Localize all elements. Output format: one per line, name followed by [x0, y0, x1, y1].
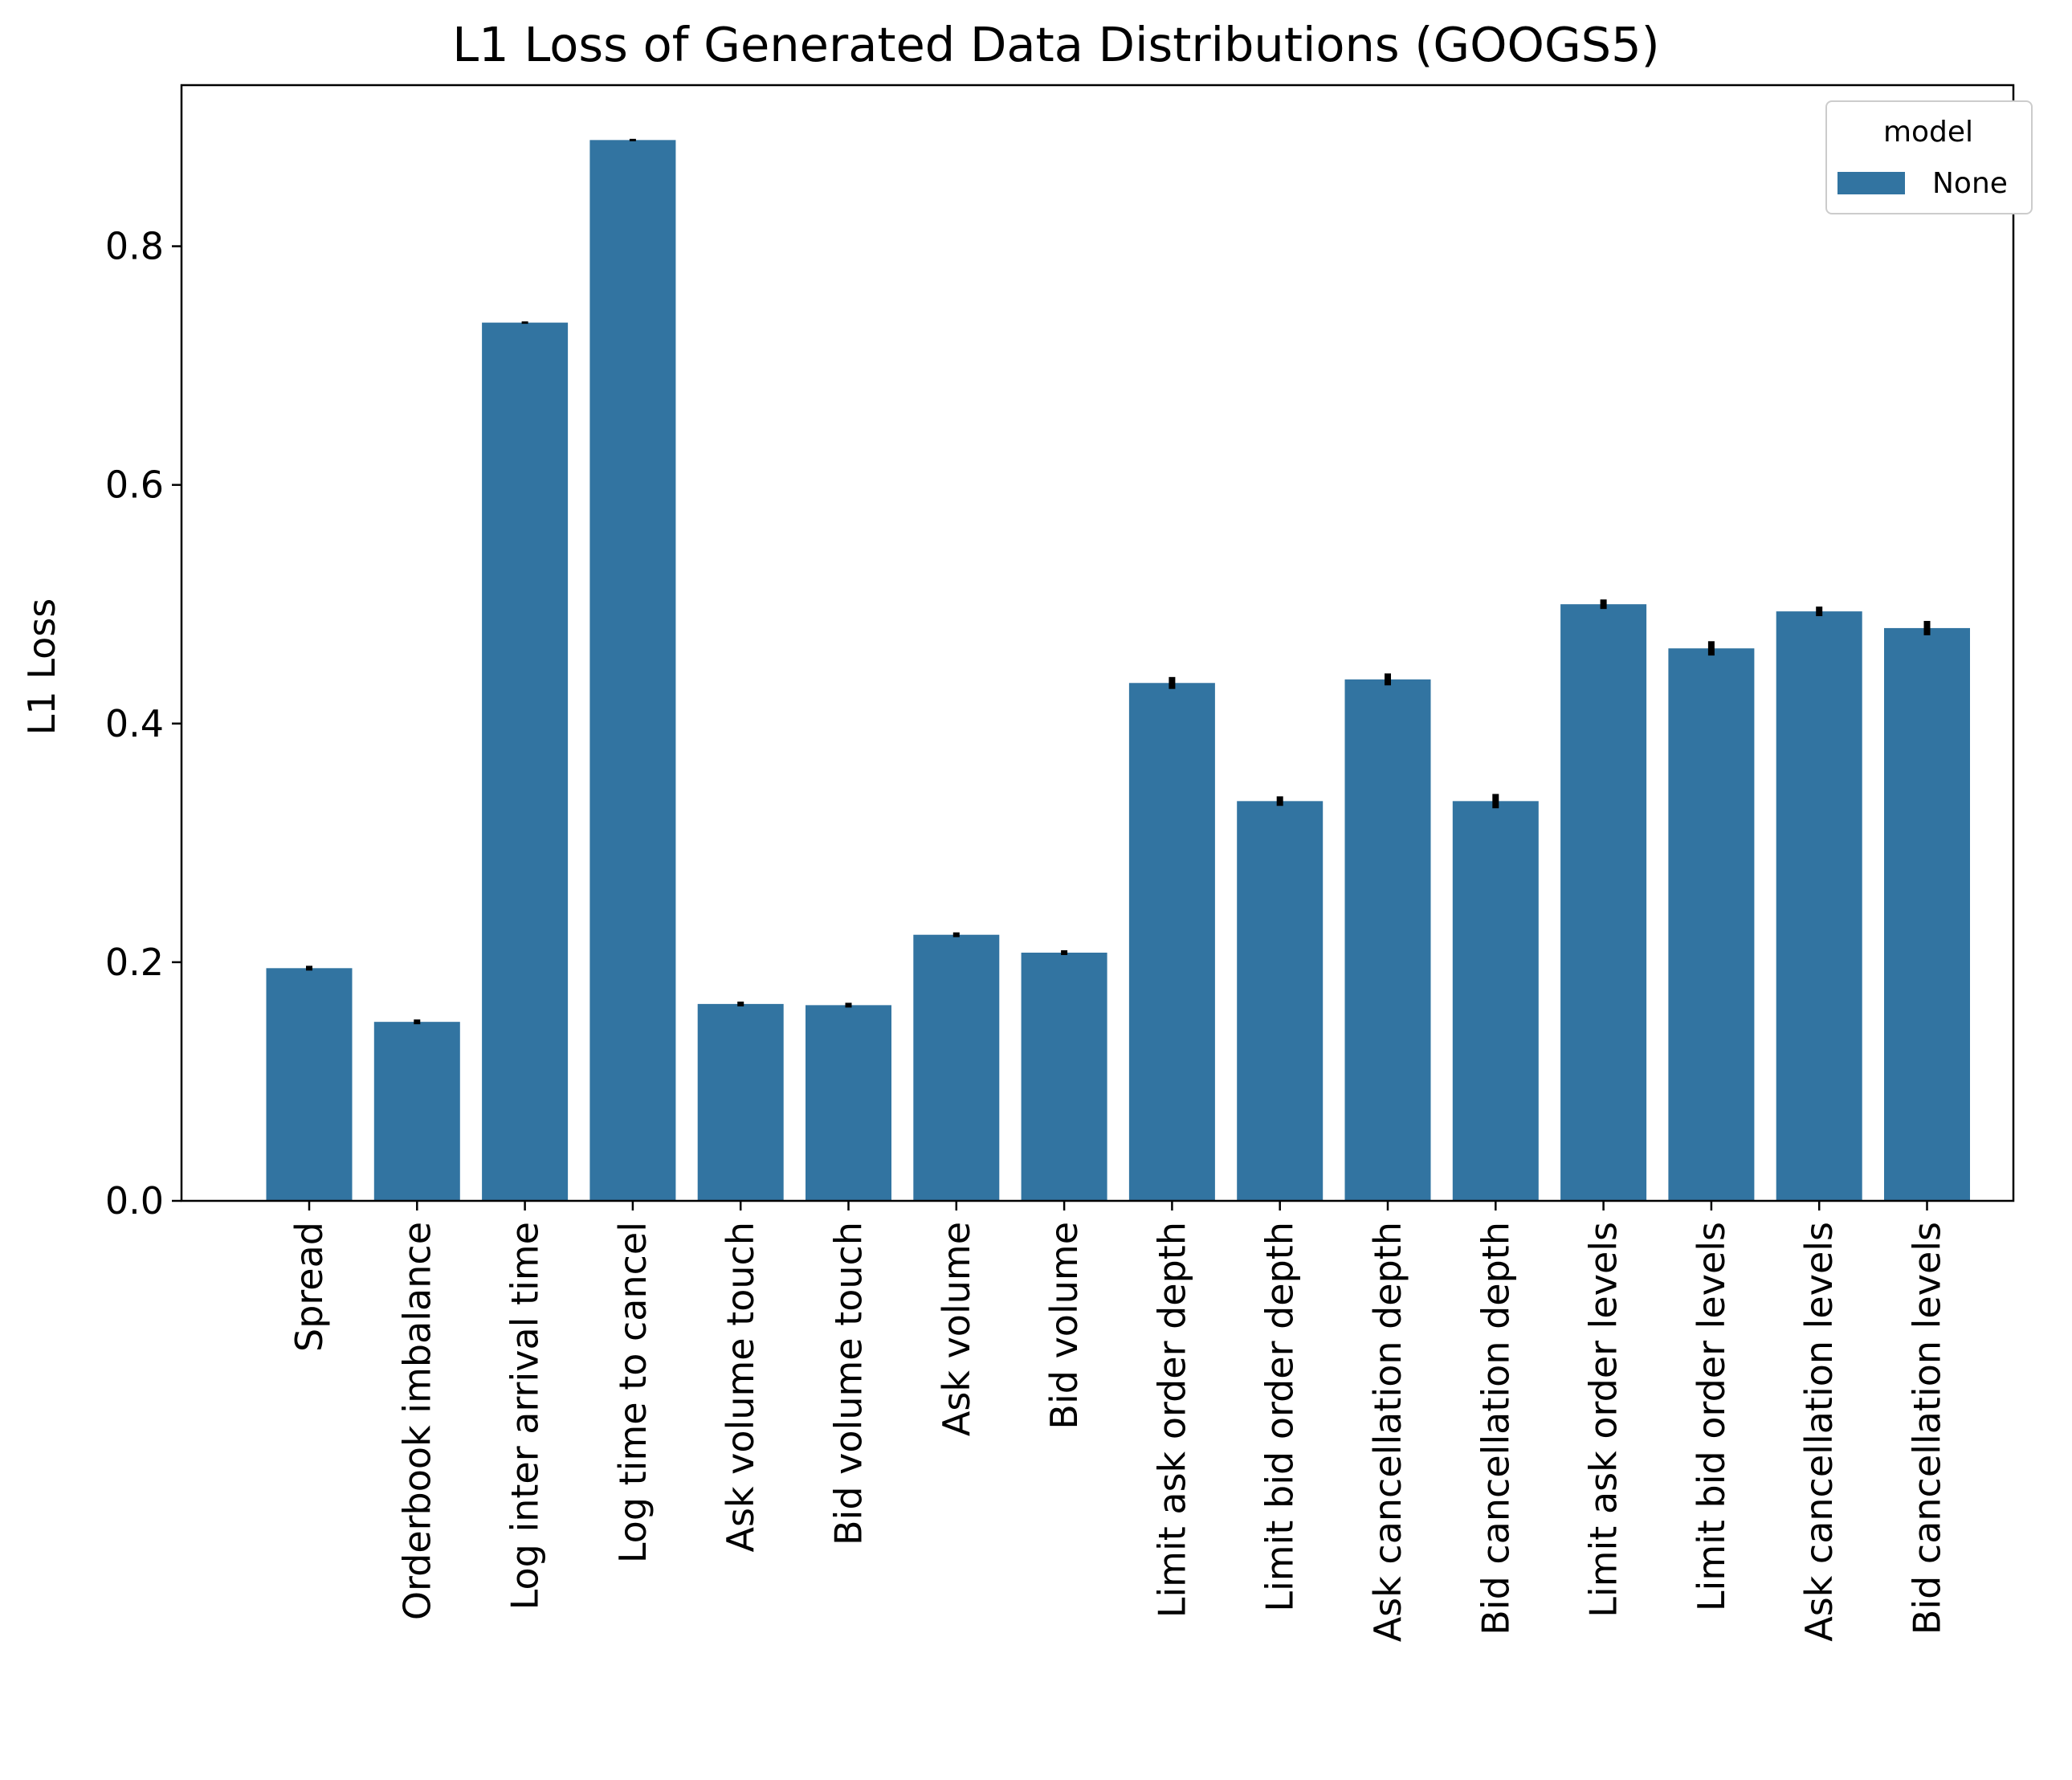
x-tick-label-6: Ask volume — [935, 1222, 978, 1436]
y-tick-label-2: 0.4 — [105, 702, 164, 745]
y-tick-label-4: 0.8 — [105, 225, 164, 268]
bar-7 — [1021, 953, 1107, 1201]
x-tick-label-13: Limit bid order levels — [1690, 1222, 1733, 1611]
plot-frame — [180, 84, 2015, 1202]
x-tick-label-5: Bid volume touch — [827, 1222, 871, 1545]
x-tick-label-4: Ask volume touch — [719, 1222, 762, 1553]
bar-3 — [589, 140, 676, 1202]
x-tick-label-9: Limit bid order depth — [1258, 1222, 1302, 1612]
bar-12 — [1560, 604, 1647, 1201]
x-axis: Spread Orderbook imbalance Log inter arriv… — [288, 1201, 1949, 1642]
bar-2 — [482, 322, 569, 1202]
x-tick-label-7: Bid volume — [1042, 1222, 1086, 1430]
legend-entry-none: None — [1932, 167, 2008, 200]
x-tick-label-15: Bid cancellation levels — [1906, 1222, 1949, 1635]
bar-14 — [1776, 611, 1862, 1201]
bar-1 — [373, 1022, 460, 1201]
bar-5 — [806, 1005, 891, 1201]
x-tick-label-11: Bid cancellation depth — [1474, 1222, 1517, 1635]
bars-group — [266, 140, 1970, 1202]
bar-8 — [1128, 683, 1215, 1201]
legend[interactable]: model None — [1825, 100, 2033, 214]
x-tick-label-8: Limit ask order depth — [1150, 1222, 1193, 1618]
x-tick-label-14: Ask cancellation levels — [1797, 1222, 1841, 1642]
x-tick-label-1: Orderbook imbalance — [395, 1222, 438, 1620]
chart-title: L1 Loss of Generated Data Distributions … — [452, 17, 1659, 72]
bar-10 — [1344, 679, 1431, 1201]
y-tick-label-0: 0.0 — [105, 1179, 164, 1223]
bar-6 — [913, 934, 1000, 1201]
legend-swatch-none — [1837, 172, 1905, 194]
legend-title: model — [1883, 116, 1973, 149]
bar-4 — [697, 1003, 784, 1201]
y-axis-label: L1 Loss — [20, 598, 63, 735]
x-tick-label-0: Spread — [288, 1222, 331, 1352]
x-tick-label-2: Log inter arrival time — [504, 1222, 547, 1610]
y-axis: 0.0 0.2 0.4 0.6 0.8 — [105, 225, 182, 1223]
x-tick-label-12: Limit ask order levels — [1582, 1222, 1625, 1618]
bar-15 — [1884, 627, 1970, 1201]
y-tick-label-1: 0.2 — [105, 941, 164, 984]
error-bars-group — [306, 138, 1931, 1025]
x-tick-label-3: Log time to cancel — [611, 1222, 655, 1563]
bar-0 — [266, 968, 353, 1201]
bar-9 — [1237, 801, 1324, 1201]
bar-13 — [1668, 648, 1755, 1201]
bar-11 — [1452, 801, 1539, 1201]
y-tick-label-3: 0.6 — [105, 463, 164, 507]
x-tick-label-10: Ask cancellation depth — [1366, 1222, 1409, 1642]
